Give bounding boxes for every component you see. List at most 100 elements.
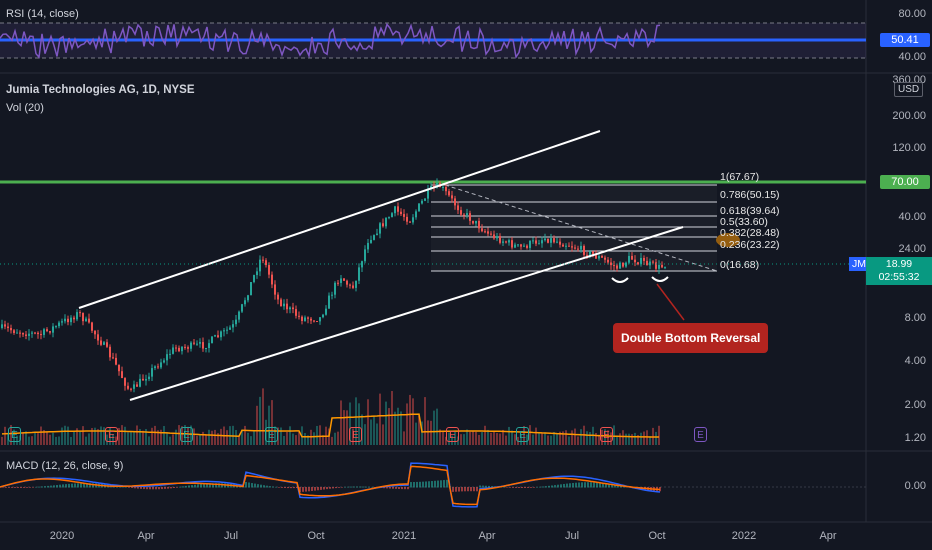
macd-hist-bar	[359, 486, 361, 488]
earnings-marker[interactable]: E	[180, 427, 193, 442]
candle-body	[19, 332, 21, 334]
volume-bar	[289, 426, 291, 445]
macd-hist-bar	[161, 487, 163, 490]
macd-label[interactable]: MACD (12, 26, close, 9)	[6, 460, 124, 472]
price-tick-4: 4.00	[904, 355, 926, 367]
earnings-marker[interactable]: E	[265, 427, 278, 442]
candle-body	[370, 239, 372, 243]
volume-bar	[88, 433, 90, 445]
macd-hist-bar	[341, 487, 343, 488]
volume-bar	[580, 429, 582, 445]
macd-hist-bar	[317, 487, 319, 491]
macd-hist-bar	[293, 487, 295, 489]
candle-body	[289, 307, 291, 310]
volume-bar	[10, 425, 12, 445]
macd-hist-bar	[506, 487, 508, 488]
macd-hist-bar	[335, 487, 337, 489]
macd-hist-bar	[266, 485, 268, 488]
volume-bar	[340, 400, 342, 445]
chart-title[interactable]: Jumia Technologies AG, 1D, NYSE	[6, 84, 195, 96]
volume-bar	[304, 433, 306, 445]
candle-body	[121, 371, 123, 379]
macd-hist-bar	[188, 485, 190, 488]
candle-body	[559, 241, 561, 245]
candle-body	[61, 321, 63, 323]
candle-body	[172, 347, 174, 354]
macd-hist-bar	[515, 487, 517, 488]
macd-hist-bar	[599, 482, 601, 488]
rsi-value-badge: 50.41	[880, 33, 930, 47]
earnings-marker[interactable]: E	[105, 427, 118, 442]
volume-bar	[574, 428, 576, 445]
volume-bar	[253, 430, 255, 445]
macd-hist-bar	[47, 485, 49, 488]
candle-body	[301, 316, 303, 321]
volume-bar	[349, 402, 351, 445]
candle-body	[460, 210, 462, 215]
macd-hist-bar	[461, 487, 463, 492]
highlight-marker	[716, 233, 740, 247]
earnings-marker[interactable]: E	[600, 427, 613, 442]
candle-body	[211, 336, 213, 344]
volume-bar	[331, 436, 333, 445]
candle-body	[169, 353, 171, 355]
volume-bar	[493, 431, 495, 445]
macd-hist-bar	[80, 483, 82, 488]
earnings-marker[interactable]: E	[8, 427, 21, 442]
candle-body	[331, 294, 333, 296]
double-bottom-callout[interactable]: Double Bottom Reversal	[613, 323, 769, 353]
volume-bar	[367, 399, 369, 445]
volume-bar	[286, 432, 288, 445]
volume-bar	[49, 434, 51, 445]
volume-bar	[94, 427, 96, 445]
candle-body	[550, 238, 552, 243]
macd-hist-bar	[365, 486, 367, 488]
macd-hist-bar	[83, 483, 85, 488]
macd-hist-bar	[323, 487, 325, 490]
volume-bars	[1, 388, 660, 445]
volume-bar	[553, 432, 555, 445]
macd-hist-bar	[446, 479, 448, 488]
volume-bar	[319, 425, 321, 445]
volume-bar	[370, 419, 372, 445]
earnings-marker[interactable]: E	[694, 427, 707, 442]
candle-body	[13, 330, 15, 333]
earnings-marker[interactable]: E	[349, 427, 362, 442]
volume-label[interactable]: Vol (20)	[6, 102, 44, 114]
volume-bar	[322, 435, 324, 445]
currency-button[interactable]: USD	[894, 82, 924, 97]
macd-hist-bar	[593, 482, 595, 488]
earnings-marker[interactable]: E	[516, 427, 529, 442]
candle-body	[580, 245, 582, 250]
macd-hist-bar	[257, 484, 259, 488]
volume-bar	[316, 425, 318, 445]
macd-line	[0, 462, 661, 508]
macd-hist-bar	[416, 481, 418, 488]
candle-body	[340, 278, 342, 283]
rsi-label[interactable]: RSI (14, close)	[6, 8, 79, 20]
candle-body	[568, 245, 570, 247]
earnings-marker[interactable]: E	[446, 427, 459, 442]
macd-hist-bar	[287, 487, 289, 489]
macd-hist-bar	[284, 487, 286, 489]
macd-hist-bar	[14, 487, 16, 488]
candle-body	[229, 327, 231, 330]
volume-bar	[181, 426, 183, 445]
candle-body	[634, 259, 636, 263]
candle-body	[250, 282, 252, 296]
macd-hist-bar	[470, 487, 472, 492]
volume-bar	[259, 396, 261, 445]
macd-signal-line	[0, 465, 661, 506]
candle-body	[394, 206, 396, 214]
volume-bar	[52, 432, 54, 445]
volume-bar	[484, 425, 486, 445]
macd-hist-bar	[50, 485, 52, 488]
candle-body	[46, 329, 48, 332]
price-tick-1-20: 1.20	[904, 432, 926, 444]
candle-body	[136, 384, 138, 387]
macd-hist-bar	[527, 487, 529, 488]
candle-body	[253, 275, 255, 283]
volume-bar	[67, 426, 69, 445]
macd-hist-bar	[194, 484, 196, 488]
